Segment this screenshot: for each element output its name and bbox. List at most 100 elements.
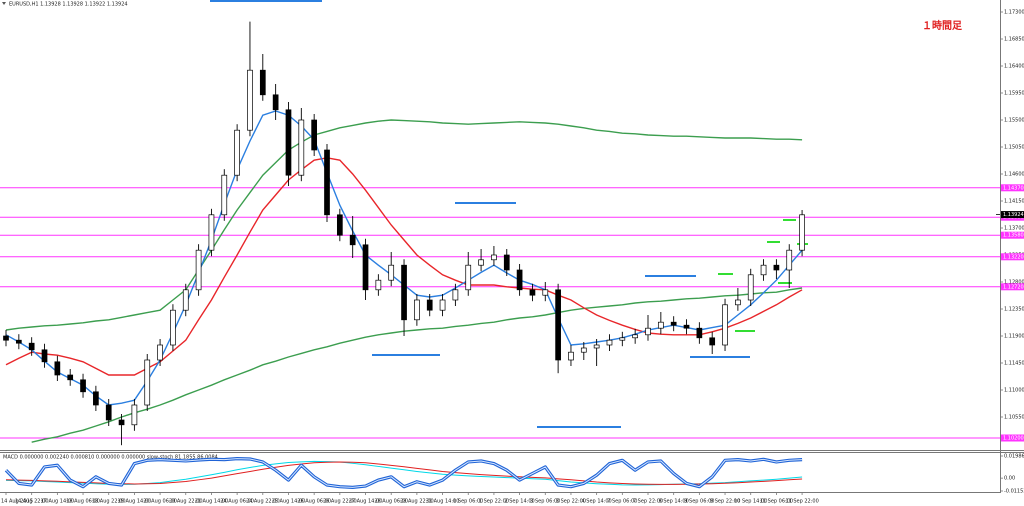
title-icon	[2, 2, 6, 5]
bid-box	[1001, 211, 1024, 219]
x-tick-label: 14 Aug 2015	[1, 499, 33, 505]
candle-body	[93, 391, 99, 406]
candle-body	[272, 94, 279, 111]
candle-body	[28, 342, 35, 351]
candle-body	[735, 299, 741, 306]
y-tick-label: 1.16850	[1004, 37, 1024, 43]
chart-title: EURUSD,H1 1.13928 1.13928 1.13922 1.1392…	[9, 2, 128, 8]
candle-body	[452, 289, 459, 301]
candle-body	[221, 174, 228, 216]
x-tick-label: 21 Aug 14:00	[195, 499, 229, 505]
candle-body	[568, 351, 574, 361]
candle-body	[426, 299, 433, 311]
candle-body	[80, 379, 86, 393]
x-tick-label: 24 Aug 22:00	[246, 499, 280, 505]
x-tick-label: 26 Aug 06:00	[297, 499, 331, 505]
annotation: １時間足	[922, 19, 963, 32]
candle-body	[722, 304, 728, 346]
candle-body	[388, 264, 395, 281]
candle-body	[208, 214, 215, 251]
back-layer	[0, 187, 1000, 439]
level-label: 1.13220	[1003, 254, 1024, 260]
x-tick-label: 31 Aug 14:00	[426, 499, 460, 505]
candle-body	[580, 347, 587, 353]
x-tick-label: 20 Aug 06:00	[143, 499, 177, 505]
candle-body	[503, 254, 510, 271]
x-tick-label: 18 Aug 06:00	[66, 499, 100, 505]
candle-body	[799, 214, 805, 251]
candle-body	[259, 69, 266, 96]
level-box	[1001, 231, 1024, 239]
drawn-levels	[210, 0, 808, 428]
level-label: 1.12720	[1003, 284, 1024, 290]
candle-body	[760, 264, 767, 276]
candle-body	[285, 109, 292, 176]
candle-body	[118, 419, 125, 426]
y-tick-label: -0.011535	[1004, 489, 1024, 495]
moving-average	[31, 287, 803, 443]
x-tick-label: 3 Sep 22:00	[556, 499, 586, 505]
level-label: 1.10200	[1003, 436, 1024, 442]
candle-body	[234, 129, 240, 176]
x-tick-label: 10 Sep 14:00	[734, 499, 767, 505]
y-tick-label: 1.15500	[1004, 118, 1024, 124]
level-label: 1.14370	[1003, 185, 1024, 191]
y-tick-label: 1.11900	[1004, 334, 1024, 340]
x-tick-label: 4 Sep 14:00	[582, 499, 612, 505]
x-tick-label: 19 Aug 14:00	[118, 499, 152, 505]
y-tick-label: 1.15950	[1004, 91, 1024, 97]
level-box	[1001, 283, 1024, 291]
x-tick-label: 2 Sep 14:00	[504, 499, 534, 505]
candle-body	[324, 149, 330, 216]
x-tick-label: 27 Aug 14:00	[349, 499, 383, 505]
candle-body	[747, 274, 754, 301]
x-tick-label: 7 Sep 22:00	[633, 499, 663, 505]
candle-body	[336, 214, 343, 236]
x-tick-label: 11 Sep 06:00	[760, 499, 793, 505]
candle-body	[182, 289, 189, 311]
x-tick-label: 3 Sep 06:00	[530, 499, 560, 505]
candle-body	[606, 339, 613, 346]
indicator-title: MACD 0.000000 0.002240 0.000810 0.000000…	[3, 455, 218, 461]
candle-body	[298, 119, 305, 176]
candle-body	[542, 289, 549, 296]
x-tick-label: 11 Sep 22:00	[785, 499, 818, 505]
y-tick-label: 1.15050	[1004, 145, 1024, 151]
candle-body	[529, 289, 536, 296]
candle-body	[516, 269, 523, 291]
y-tick-label: 0.00	[1004, 476, 1015, 482]
candle-body	[593, 344, 600, 349]
level-box	[1001, 184, 1024, 192]
x-tick-label: 1 Sep 06:00	[453, 499, 483, 505]
candle-body	[67, 374, 74, 381]
x-tick-label: 14 Aug 22:00	[15, 499, 49, 505]
candle-body	[773, 264, 780, 271]
candle-body	[439, 299, 446, 311]
y-tick-label: 1.16400	[1004, 64, 1024, 70]
y-tick-label: 1.11000	[1004, 388, 1024, 394]
x-tick-label: 25 Aug 14:00	[272, 499, 306, 505]
x-tick-label: 7 Sep 06:00	[607, 499, 637, 505]
candle-body	[709, 337, 716, 346]
candle-body	[362, 244, 369, 291]
y-tick-label: 1.10550	[1004, 415, 1024, 421]
candle-body	[555, 289, 561, 361]
indicator-line	[5, 461, 803, 485]
level-label: 1.13580	[1003, 233, 1024, 239]
y-tick-label: 1.12800	[1004, 280, 1024, 286]
candle-body	[311, 119, 318, 151]
candle-body	[247, 69, 253, 131]
candle-body	[645, 327, 651, 336]
level-box	[1001, 434, 1024, 442]
candle-body	[786, 249, 793, 271]
x-tick-label: 28 Aug 22:00	[400, 499, 434, 505]
candle-body	[170, 309, 176, 346]
x-tick-label: 24 Aug 06:00	[220, 499, 254, 505]
x-tick-label: 20 Aug 22:00	[169, 499, 203, 505]
x-tick-label: 9 Sep 22:00	[710, 499, 740, 505]
x-tick-label: 28 Aug 06:00	[374, 499, 408, 505]
bid-label: 1.13924	[1003, 212, 1024, 218]
candle-body	[3, 335, 9, 341]
